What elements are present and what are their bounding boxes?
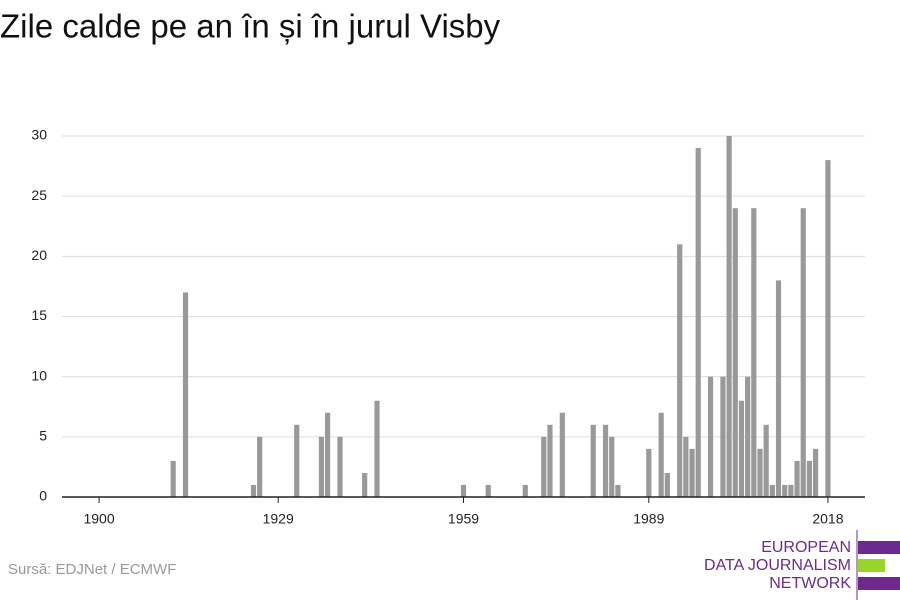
bar xyxy=(763,424,769,497)
logo-bar xyxy=(858,541,900,554)
logo-bar xyxy=(858,559,885,572)
y-tick-label: 0 xyxy=(39,488,47,504)
bar xyxy=(658,412,664,497)
bar xyxy=(590,424,596,497)
bar xyxy=(707,376,714,497)
y-tick-label: 15 xyxy=(31,307,47,323)
bar xyxy=(794,460,800,497)
logo-text: DATA JOURNALISM xyxy=(704,557,851,574)
bar xyxy=(485,484,491,497)
y-tick-label: 10 xyxy=(31,367,47,383)
bar xyxy=(782,484,788,497)
bar xyxy=(788,484,794,497)
logo-bar xyxy=(858,577,900,590)
x-tick-label: 1929 xyxy=(263,511,294,527)
bar xyxy=(325,412,331,497)
bar xyxy=(825,160,831,498)
bar xyxy=(757,448,763,497)
bar xyxy=(683,436,689,497)
logo-text: EUROPEAN xyxy=(761,539,851,556)
bar xyxy=(800,208,806,497)
bar xyxy=(664,472,670,497)
x-tick-label: 1959 xyxy=(448,511,479,527)
bar xyxy=(541,436,547,497)
bar xyxy=(257,436,263,497)
bar xyxy=(318,436,325,497)
bar xyxy=(170,460,176,497)
bar xyxy=(522,484,528,497)
bar xyxy=(182,292,189,497)
bar xyxy=(695,148,701,498)
bar xyxy=(362,472,368,497)
bar xyxy=(726,136,732,497)
x-tick-label: 1989 xyxy=(633,511,664,527)
bar xyxy=(738,400,745,497)
bar xyxy=(337,436,343,497)
bar xyxy=(559,412,565,497)
bar xyxy=(689,448,695,497)
x-tick-label: 1900 xyxy=(83,511,114,527)
bar xyxy=(602,424,609,497)
bar xyxy=(646,448,652,497)
source: Sursă: EDJNet / ECMWF xyxy=(8,561,176,578)
bar xyxy=(250,484,257,497)
bar xyxy=(812,448,819,497)
y-tick-label: 30 xyxy=(31,127,47,143)
bar xyxy=(806,460,813,497)
logo-text: NETWORK xyxy=(769,575,851,592)
bar xyxy=(745,376,751,497)
x-tick-label: 2018 xyxy=(812,511,843,527)
bar xyxy=(460,484,467,497)
y-tick-label: 20 xyxy=(31,247,47,263)
bar xyxy=(547,424,553,497)
bar xyxy=(769,484,775,497)
bar xyxy=(751,208,757,497)
bar xyxy=(720,376,726,497)
chart-title: Zile calde pe an în și în jurul Visby xyxy=(0,8,501,45)
bar xyxy=(677,244,683,497)
bar xyxy=(294,424,300,497)
bar xyxy=(775,280,782,497)
bar xyxy=(732,208,738,497)
y-tick-label: 25 xyxy=(31,187,47,203)
bar xyxy=(374,400,380,497)
bar xyxy=(609,436,615,497)
bar xyxy=(615,484,621,497)
y-tick-label: 5 xyxy=(39,428,47,444)
